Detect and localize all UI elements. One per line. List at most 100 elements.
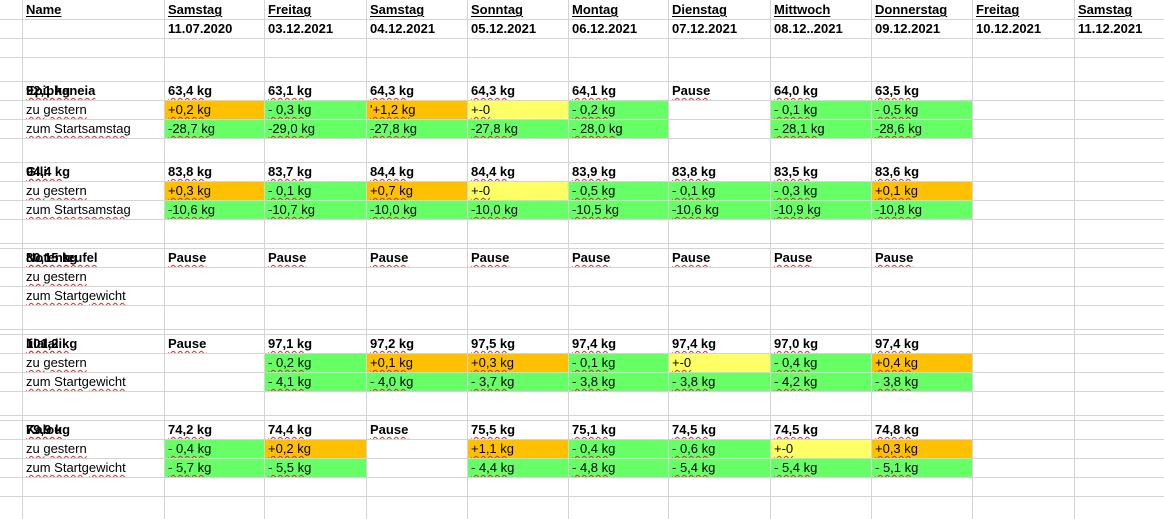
diff-start-cell[interactable] <box>771 287 871 305</box>
diff-yesterday-cell[interactable]: +0,2 kg <box>265 440 366 458</box>
diff-start-cell[interactable]: -10,0 kg <box>367 201 467 219</box>
diff-start-cell[interactable]: - 3,8 kg <box>569 373 668 391</box>
diff-start-cell[interactable] <box>367 459 467 477</box>
diff-start-cell[interactable] <box>23 287 164 305</box>
diff-yesterday-cell[interactable] <box>973 440 1074 458</box>
diff-start-cell[interactable]: - 5,5 kg <box>265 459 366 477</box>
diff-yesterday-cell[interactable]: +-0 <box>468 182 568 200</box>
diff-yesterday-cell[interactable]: +0,3 kg <box>468 354 568 372</box>
weight-cell[interactable]: Pause <box>168 250 207 265</box>
diff-yesterday-cell[interactable] <box>23 101 164 119</box>
person-name[interactable]: Epiphaneia <box>26 83 96 98</box>
diff-yesterday-cell[interactable]: - 0,1 kg <box>669 182 770 200</box>
diff-yesterday-cell[interactable]: - 0,6 kg <box>669 440 770 458</box>
diff-start-cell[interactable] <box>973 287 1074 305</box>
diff-start-cell[interactable] <box>23 120 164 138</box>
weight-cell[interactable]: 83,6 kg <box>875 164 920 179</box>
diff-yesterday-cell[interactable] <box>367 268 467 286</box>
diff-yesterday-cell[interactable]: +0,3 kg <box>165 182 264 200</box>
diff-yesterday-cell[interactable]: - 0,5 kg <box>569 182 668 200</box>
diff-start-cell[interactable]: -27,8 kg <box>468 120 568 138</box>
diff-start-cell[interactable]: -10,5 kg <box>569 201 668 219</box>
diff-yesterday-cell[interactable]: - 0,4 kg <box>569 440 668 458</box>
weight-cell[interactable]: Pause <box>471 250 510 265</box>
diff-yesterday-cell[interactable]: - 0,1 kg <box>569 354 668 372</box>
weight-cell[interactable]: Pause <box>875 250 914 265</box>
diff-yesterday-cell[interactable] <box>669 268 770 286</box>
diff-start-cell[interactable] <box>669 287 770 305</box>
diff-start-cell[interactable] <box>468 287 568 305</box>
person-name[interactable]: Notenteufel <box>26 250 98 265</box>
diff-yesterday-cell[interactable]: - 0,5 kg <box>872 101 972 119</box>
weight-cell[interactable]: 83,8 kg <box>672 164 717 179</box>
diff-yesterday-cell[interactable]: - 0,1 kg <box>771 101 871 119</box>
weight-cell[interactable]: 84,4 kg <box>471 164 516 179</box>
weight-cell[interactable]: 79,9 kg <box>26 422 71 437</box>
header-name[interactable]: Name <box>26 2 62 17</box>
weight-cell[interactable]: 75,5 kg <box>471 422 516 437</box>
weight-cell[interactable]: 74,5 kg <box>774 422 819 437</box>
diff-yesterday-cell[interactable]: +0,7 kg <box>367 182 467 200</box>
person-name[interactable]: Kalou <box>26 422 63 437</box>
weight-cell[interactable]: 97,4 kg <box>572 336 617 351</box>
weight-cell[interactable]: 84,4 kg <box>370 164 415 179</box>
diff-start-cell[interactable]: - 5,7 kg <box>165 459 264 477</box>
weight-cell[interactable]: 75,1 kg <box>572 422 617 437</box>
diff-start-cell[interactable]: -10,6 kg <box>669 201 770 219</box>
diff-start-cell[interactable]: - 4,8 kg <box>569 459 668 477</box>
diff-start-cell[interactable]: -27,8 kg <box>367 120 467 138</box>
header-date[interactable]: 07.12.2021 <box>672 21 738 36</box>
diff-start-cell[interactable] <box>23 201 164 219</box>
weight-cell[interactable] <box>973 421 1074 439</box>
diff-yesterday-cell[interactable]: - 0,2 kg <box>569 101 668 119</box>
header-day[interactable]: Dienstag <box>672 2 727 17</box>
diff-yesterday-cell[interactable] <box>771 268 871 286</box>
weight-cell[interactable]: Pause <box>168 336 207 351</box>
weight-cell[interactable]: Pause <box>268 250 307 265</box>
weight-cell[interactable] <box>973 163 1074 181</box>
diff-yesterday-cell[interactable] <box>165 268 264 286</box>
header-day[interactable]: Donnerstag <box>875 2 948 17</box>
row-label-yesterday[interactable]: zu gestern <box>26 355 87 370</box>
diff-yesterday-cell[interactable] <box>165 354 264 372</box>
diff-yesterday-cell[interactable] <box>973 182 1074 200</box>
diff-yesterday-cell[interactable] <box>569 268 668 286</box>
diff-start-cell[interactable]: - 5,4 kg <box>669 459 770 477</box>
weight-cell[interactable]: Pause <box>672 83 711 98</box>
diff-start-cell[interactable] <box>973 120 1074 138</box>
header-date[interactable]: 09.12.2021 <box>875 21 941 36</box>
diff-yesterday-cell[interactable] <box>973 268 1074 286</box>
diff-start-cell[interactable] <box>973 201 1074 219</box>
weight-cell[interactable]: 83,5 kg <box>774 164 819 179</box>
weight-cell[interactable]: 64,1 kg <box>572 83 617 98</box>
weight-cell[interactable]: 101,2 kg <box>26 336 78 351</box>
diff-start-cell[interactable]: - 4,4 kg <box>468 459 568 477</box>
diff-yesterday-cell[interactable] <box>669 101 770 119</box>
diff-yesterday-cell[interactable] <box>23 440 164 458</box>
header-day[interactable]: Freitag <box>976 2 1020 17</box>
diff-start-cell[interactable]: - 28,0 kg <box>569 120 668 138</box>
header-date[interactable]: 05.12.2021 <box>471 21 537 36</box>
weight-cell[interactable]: 97,4 kg <box>875 336 920 351</box>
weight-cell[interactable]: 64,0 kg <box>774 83 819 98</box>
weight-cell[interactable]: 63,1 kg <box>268 83 313 98</box>
header-day[interactable]: Freitag <box>268 2 312 17</box>
row-label-start[interactable]: zum Startgewicht <box>26 288 126 303</box>
header-date[interactable]: 03.12.2021 <box>268 21 334 36</box>
diff-start-cell[interactable] <box>265 287 366 305</box>
diff-yesterday-cell[interactable] <box>468 268 568 286</box>
weight-cell[interactable]: 74,8 kg <box>875 422 920 437</box>
diff-yesterday-cell[interactable] <box>23 354 164 372</box>
weight-cell[interactable]: 97,4 kg <box>672 336 717 351</box>
weight-cell[interactable]: 97,1 kg <box>268 336 313 351</box>
diff-yesterday-cell[interactable]: - 0,3 kg <box>265 101 366 119</box>
diff-start-cell[interactable]: -10,8 kg <box>872 201 972 219</box>
diff-yesterday-cell[interactable]: +0,1 kg <box>872 182 972 200</box>
header-date[interactable]: 11.12.2021 <box>1078 21 1143 36</box>
diff-start-cell[interactable]: - 3,8 kg <box>669 373 770 391</box>
diff-yesterday-cell[interactable] <box>367 440 467 458</box>
diff-start-cell[interactable]: -29,0 kg <box>265 120 366 138</box>
header-day[interactable]: Samstag <box>168 2 223 17</box>
weight-cell[interactable]: Pause <box>572 250 611 265</box>
diff-yesterday-cell[interactable]: +-0 <box>771 440 871 458</box>
